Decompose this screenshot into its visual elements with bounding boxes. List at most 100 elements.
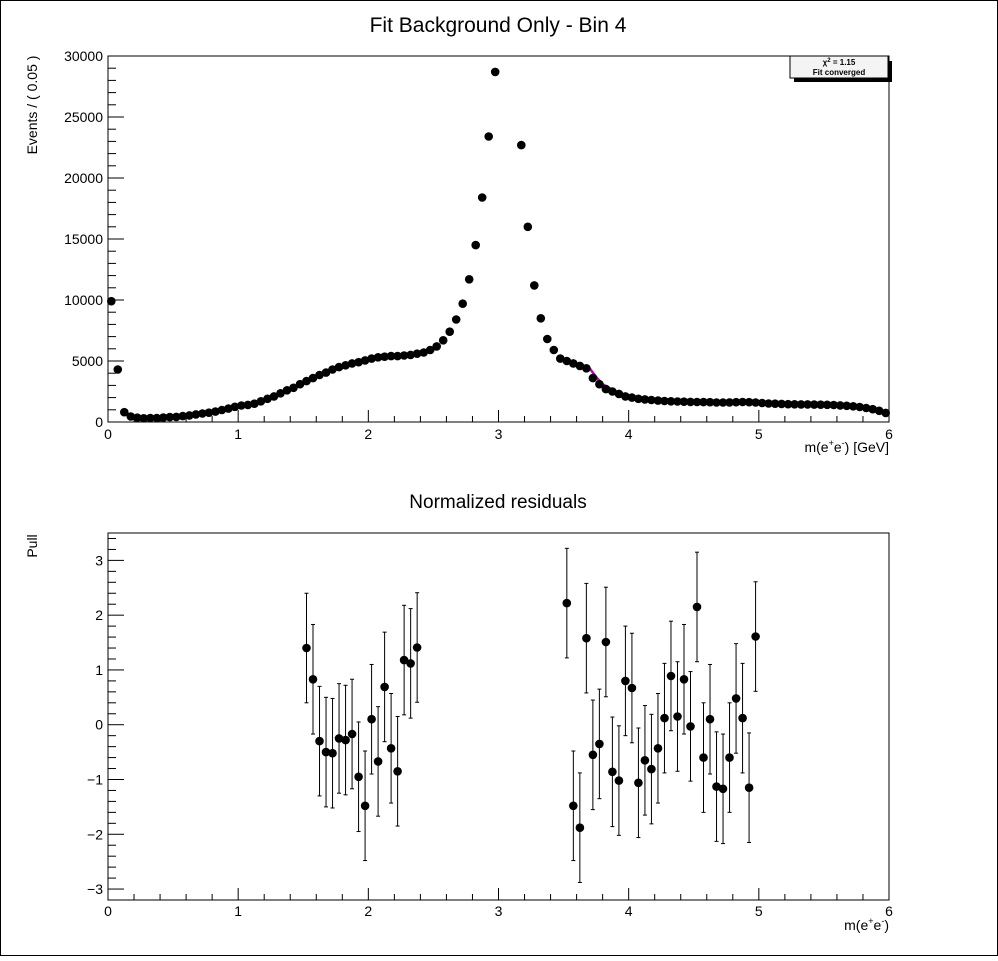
data-point xyxy=(738,397,747,407)
pull-point xyxy=(569,801,578,811)
pull-point xyxy=(406,659,415,668)
data-point xyxy=(419,348,429,357)
data-point xyxy=(256,397,266,406)
bottom-x-tick-label: 3 xyxy=(495,903,503,919)
pull-point xyxy=(712,782,721,791)
pull-point xyxy=(373,757,383,766)
data-point xyxy=(783,399,793,409)
pull-point xyxy=(673,712,682,721)
pull-point xyxy=(562,598,572,608)
top-x-tick-label: 2 xyxy=(364,426,372,442)
data-point xyxy=(627,393,637,402)
pull-point xyxy=(699,753,708,762)
data-point xyxy=(107,296,116,306)
data-point xyxy=(243,400,253,410)
pull-point xyxy=(614,776,624,785)
pull-point xyxy=(634,778,643,788)
pull-point xyxy=(718,784,728,794)
bottom-plot-frame xyxy=(107,532,890,901)
data-point xyxy=(347,359,357,368)
data-point xyxy=(224,404,233,413)
data-point xyxy=(595,379,604,389)
bottom-y-axis-label: Pull xyxy=(24,534,40,557)
data-point xyxy=(198,409,207,418)
data-point xyxy=(237,401,246,410)
pull-point xyxy=(302,643,311,653)
data-point xyxy=(425,345,435,355)
bottom-x-tick-label: 5 xyxy=(755,903,763,919)
pull-point xyxy=(751,632,760,641)
data-point xyxy=(621,392,630,401)
pull-point xyxy=(744,783,754,792)
data-point xyxy=(451,315,461,324)
top-x-tick-label: 6 xyxy=(885,426,893,442)
data-point xyxy=(204,408,214,418)
data-point xyxy=(360,356,370,365)
data-point xyxy=(751,398,760,407)
bottom-y-tick-label: 0 xyxy=(95,717,103,733)
data-point xyxy=(172,412,181,422)
top-y-tick-label: 15000 xyxy=(64,231,103,247)
data-point xyxy=(601,384,611,394)
data-point xyxy=(569,359,578,368)
pull-point xyxy=(653,744,663,753)
data-point xyxy=(705,397,715,407)
data-point xyxy=(308,373,318,383)
top-x-tick-label: 0 xyxy=(104,426,112,442)
pull-point xyxy=(660,713,669,723)
top-x-tick-label: 5 xyxy=(755,426,763,442)
pull-point xyxy=(640,756,650,765)
data-point xyxy=(549,345,559,355)
bottom-y-tick-label: −3 xyxy=(87,881,103,897)
data-point xyxy=(406,350,415,360)
data-point xyxy=(393,351,402,361)
data-point xyxy=(634,394,643,404)
pull-point xyxy=(360,801,370,811)
data-point xyxy=(757,398,767,408)
data-point xyxy=(230,402,240,412)
data-point xyxy=(861,403,871,413)
data-point xyxy=(295,379,305,389)
data-point xyxy=(126,412,136,421)
data-point xyxy=(660,396,669,406)
data-point xyxy=(315,370,324,380)
pull-point xyxy=(595,739,604,749)
data-point xyxy=(686,397,695,407)
data-point xyxy=(165,412,175,422)
stats-fit-status: Fit converged xyxy=(813,68,866,77)
data-point xyxy=(490,67,500,77)
data-point xyxy=(438,336,448,345)
data-point xyxy=(263,394,272,404)
data-point xyxy=(302,376,311,386)
data-point xyxy=(471,240,481,250)
data-point xyxy=(582,364,591,373)
bottom-y-tick-label: 1 xyxy=(95,662,103,678)
data-point xyxy=(354,357,363,367)
data-point xyxy=(692,397,702,407)
bottom-y-tick-label: −1 xyxy=(87,771,103,787)
bottom-chart-title: Normalized residuals xyxy=(409,492,586,513)
pull-point xyxy=(308,675,318,684)
top-y-tick-label: 0 xyxy=(95,414,103,430)
data-point xyxy=(829,400,838,410)
bottom-x-tick-label: 6 xyxy=(885,903,893,919)
pull-point xyxy=(738,713,747,723)
top-x-axis-label: m(e+e-) [GeV] xyxy=(804,438,889,455)
data-point xyxy=(282,386,292,395)
top-chart-data-points xyxy=(107,67,890,423)
bottom-x-tick-label: 2 xyxy=(364,903,372,919)
data-point xyxy=(666,397,676,406)
data-point xyxy=(217,405,227,415)
data-point xyxy=(803,400,812,409)
data-point xyxy=(614,389,624,399)
data-point xyxy=(211,407,220,416)
data-point xyxy=(250,399,259,409)
stats-chi2-text: χ2 = 1.15 xyxy=(823,58,856,67)
pull-point xyxy=(321,747,331,757)
data-point xyxy=(120,407,129,417)
data-point xyxy=(269,392,279,401)
bottom-chart-data-points xyxy=(302,547,760,883)
